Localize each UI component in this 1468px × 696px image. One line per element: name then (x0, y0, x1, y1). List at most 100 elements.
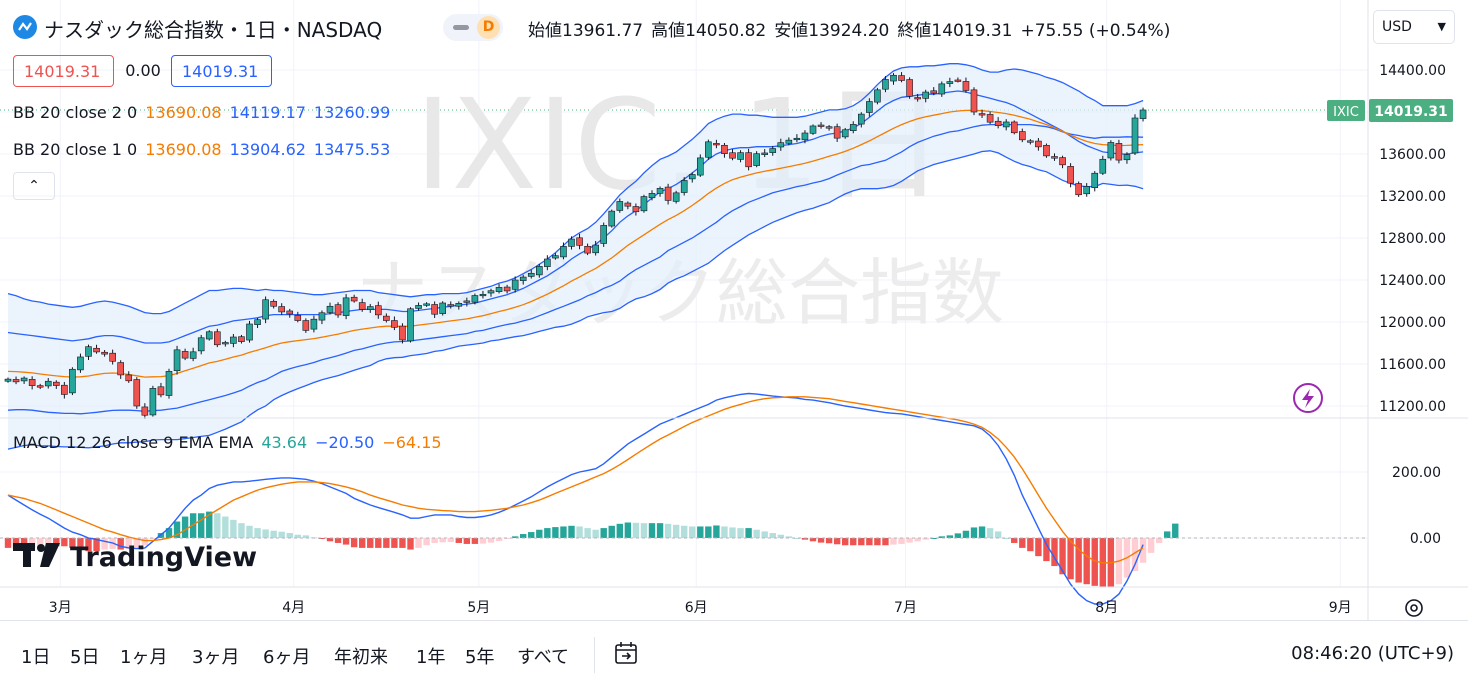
time-axis[interactable]: 3月 4月 5月 6月 7月 8月 9月 (49, 600, 1352, 616)
macd-hist-bar (817, 538, 825, 543)
symbol-title[interactable]: ナスダック総合指数・1日・NASDAQ (44, 18, 383, 42)
macd-legend[interactable]: MACD 12 26 close 9 EMA EMA 43.64 −20.50 −64… (13, 433, 450, 452)
candle-body (745, 152, 752, 168)
macd-hist-bar (536, 529, 543, 538)
candle-body (753, 153, 760, 166)
candle-body (495, 287, 503, 292)
candle-body (109, 352, 116, 362)
macd-label: MACD 12 26 close 9 EMA EMA (13, 433, 254, 452)
candle-body (616, 201, 624, 211)
candle-body (1075, 183, 1082, 196)
candle-body (656, 188, 664, 194)
settings-icon[interactable] (1405, 599, 1423, 617)
macd-hist-bar (61, 538, 68, 547)
bb-lower-2-line (7, 150, 1144, 450)
macd-hist-bar (479, 538, 487, 544)
macd-hist-bar (922, 538, 929, 540)
macd-hist-bar (230, 519, 237, 538)
candle-body (1059, 157, 1066, 166)
price-axis[interactable]: 14400.0014000.0013600.0013200.0012800.00… (1379, 63, 1446, 547)
macd-hist-bar (777, 534, 784, 538)
candle-body (986, 114, 994, 123)
bb1-legend[interactable]: BB 20 close 1 0 13690.08 13904.62 13475.53 (13, 140, 398, 159)
candle-body (1010, 121, 1018, 134)
range-3m[interactable]: 3ヶ月 (192, 647, 240, 668)
time-tick-label: 5月 (467, 600, 490, 616)
range-1d[interactable]: 1日 (21, 647, 51, 668)
candle-body (527, 272, 535, 277)
close-label: 終値 (897, 21, 932, 41)
candle-body (173, 349, 181, 372)
candle-body (503, 286, 511, 292)
range-5y[interactable]: 5年 (465, 647, 495, 668)
candle-body (52, 381, 60, 386)
chart-canvas[interactable]: IXIC, 1日 ナスダック総合指数 14400.0014000.0013600… (0, 0, 1468, 620)
price-tick-label: 14400.00 (1379, 63, 1446, 79)
candle-body (12, 379, 20, 383)
candle-body (383, 315, 390, 321)
macd-hist-bar (286, 533, 293, 538)
candle-body (1099, 158, 1107, 174)
macd-hist-bar (1075, 538, 1082, 583)
macd-hist-bar (906, 538, 913, 543)
macd-hist-bar (697, 526, 704, 538)
macd-hist-bar (616, 523, 623, 538)
macd-hist-bar (672, 524, 680, 538)
price-tick-label: 13200.00 (1379, 189, 1446, 205)
candle-body (552, 255, 559, 259)
macd-hist-bar (1091, 538, 1098, 586)
range-5d[interactable]: 5日 (70, 647, 100, 668)
macd-line (7, 392, 1144, 605)
candle-body (487, 290, 495, 294)
candle-body (624, 202, 632, 207)
macd-hist-bar (1019, 538, 1026, 548)
macd-hist-bar (334, 538, 342, 543)
candle-body (680, 180, 688, 193)
lightning-icon[interactable] (1293, 383, 1323, 413)
candle-body (262, 299, 269, 320)
macd-hist-bar (785, 536, 793, 538)
spread-value: 0.00 (125, 61, 161, 80)
candlestick-series (4, 72, 1147, 419)
macd-hist-bar (842, 538, 849, 546)
candle-body (946, 81, 954, 84)
macd-hist-bar (133, 538, 140, 548)
macd-hist-bar (858, 538, 865, 546)
candle-body (809, 125, 817, 134)
candle-body (1027, 140, 1034, 143)
price-tick-label: 12000.00 (1379, 315, 1446, 331)
candle-body (318, 312, 326, 321)
macd-hist-bar (350, 538, 358, 548)
candle-body (157, 386, 165, 396)
ask-box[interactable]: 14019.31 (171, 55, 272, 87)
macd-hist-bar (495, 538, 503, 541)
candle-body (584, 245, 591, 254)
candle-body (1051, 156, 1058, 159)
candle-body (1107, 142, 1115, 159)
candle-body (471, 295, 479, 303)
macd-hist-bar (1011, 538, 1018, 543)
range-ytd[interactable]: 年初来 (334, 647, 388, 668)
currency-select[interactable]: USD ▼ (1373, 10, 1455, 44)
macd-hist-bar (342, 538, 350, 545)
time-tick-label: 6月 (685, 600, 708, 616)
goto-date-icon[interactable] (614, 641, 640, 667)
open-label: 始値 (528, 21, 562, 41)
bb2-label: BB 20 close 2 0 (13, 103, 138, 122)
symbol-icon[interactable] (13, 15, 37, 39)
time-tick-label: 3月 (49, 600, 72, 616)
toggle-pill[interactable]: D (443, 14, 503, 41)
bid-box[interactable]: 14019.31 (13, 55, 114, 87)
macd-hist-bar (69, 538, 76, 548)
range-1m[interactable]: 1ヶ月 (120, 647, 168, 668)
bb2-legend[interactable]: BB 20 close 2 0 13690.08 14119.17 13260.99 (13, 103, 398, 122)
macd-hist-bar (93, 538, 100, 552)
collapse-legend-button[interactable]: ⌃ (13, 172, 55, 200)
candle-body (568, 238, 575, 247)
macd-hist-bar (254, 528, 261, 538)
range-all[interactable]: すべて (517, 647, 570, 668)
range-1y[interactable]: 1年 (416, 647, 446, 668)
macd-hist-bar (801, 538, 809, 540)
range-6m[interactable]: 6ヶ月 (263, 647, 311, 668)
clock[interactable]: 08:46:20 (UTC+9) (1291, 643, 1454, 664)
